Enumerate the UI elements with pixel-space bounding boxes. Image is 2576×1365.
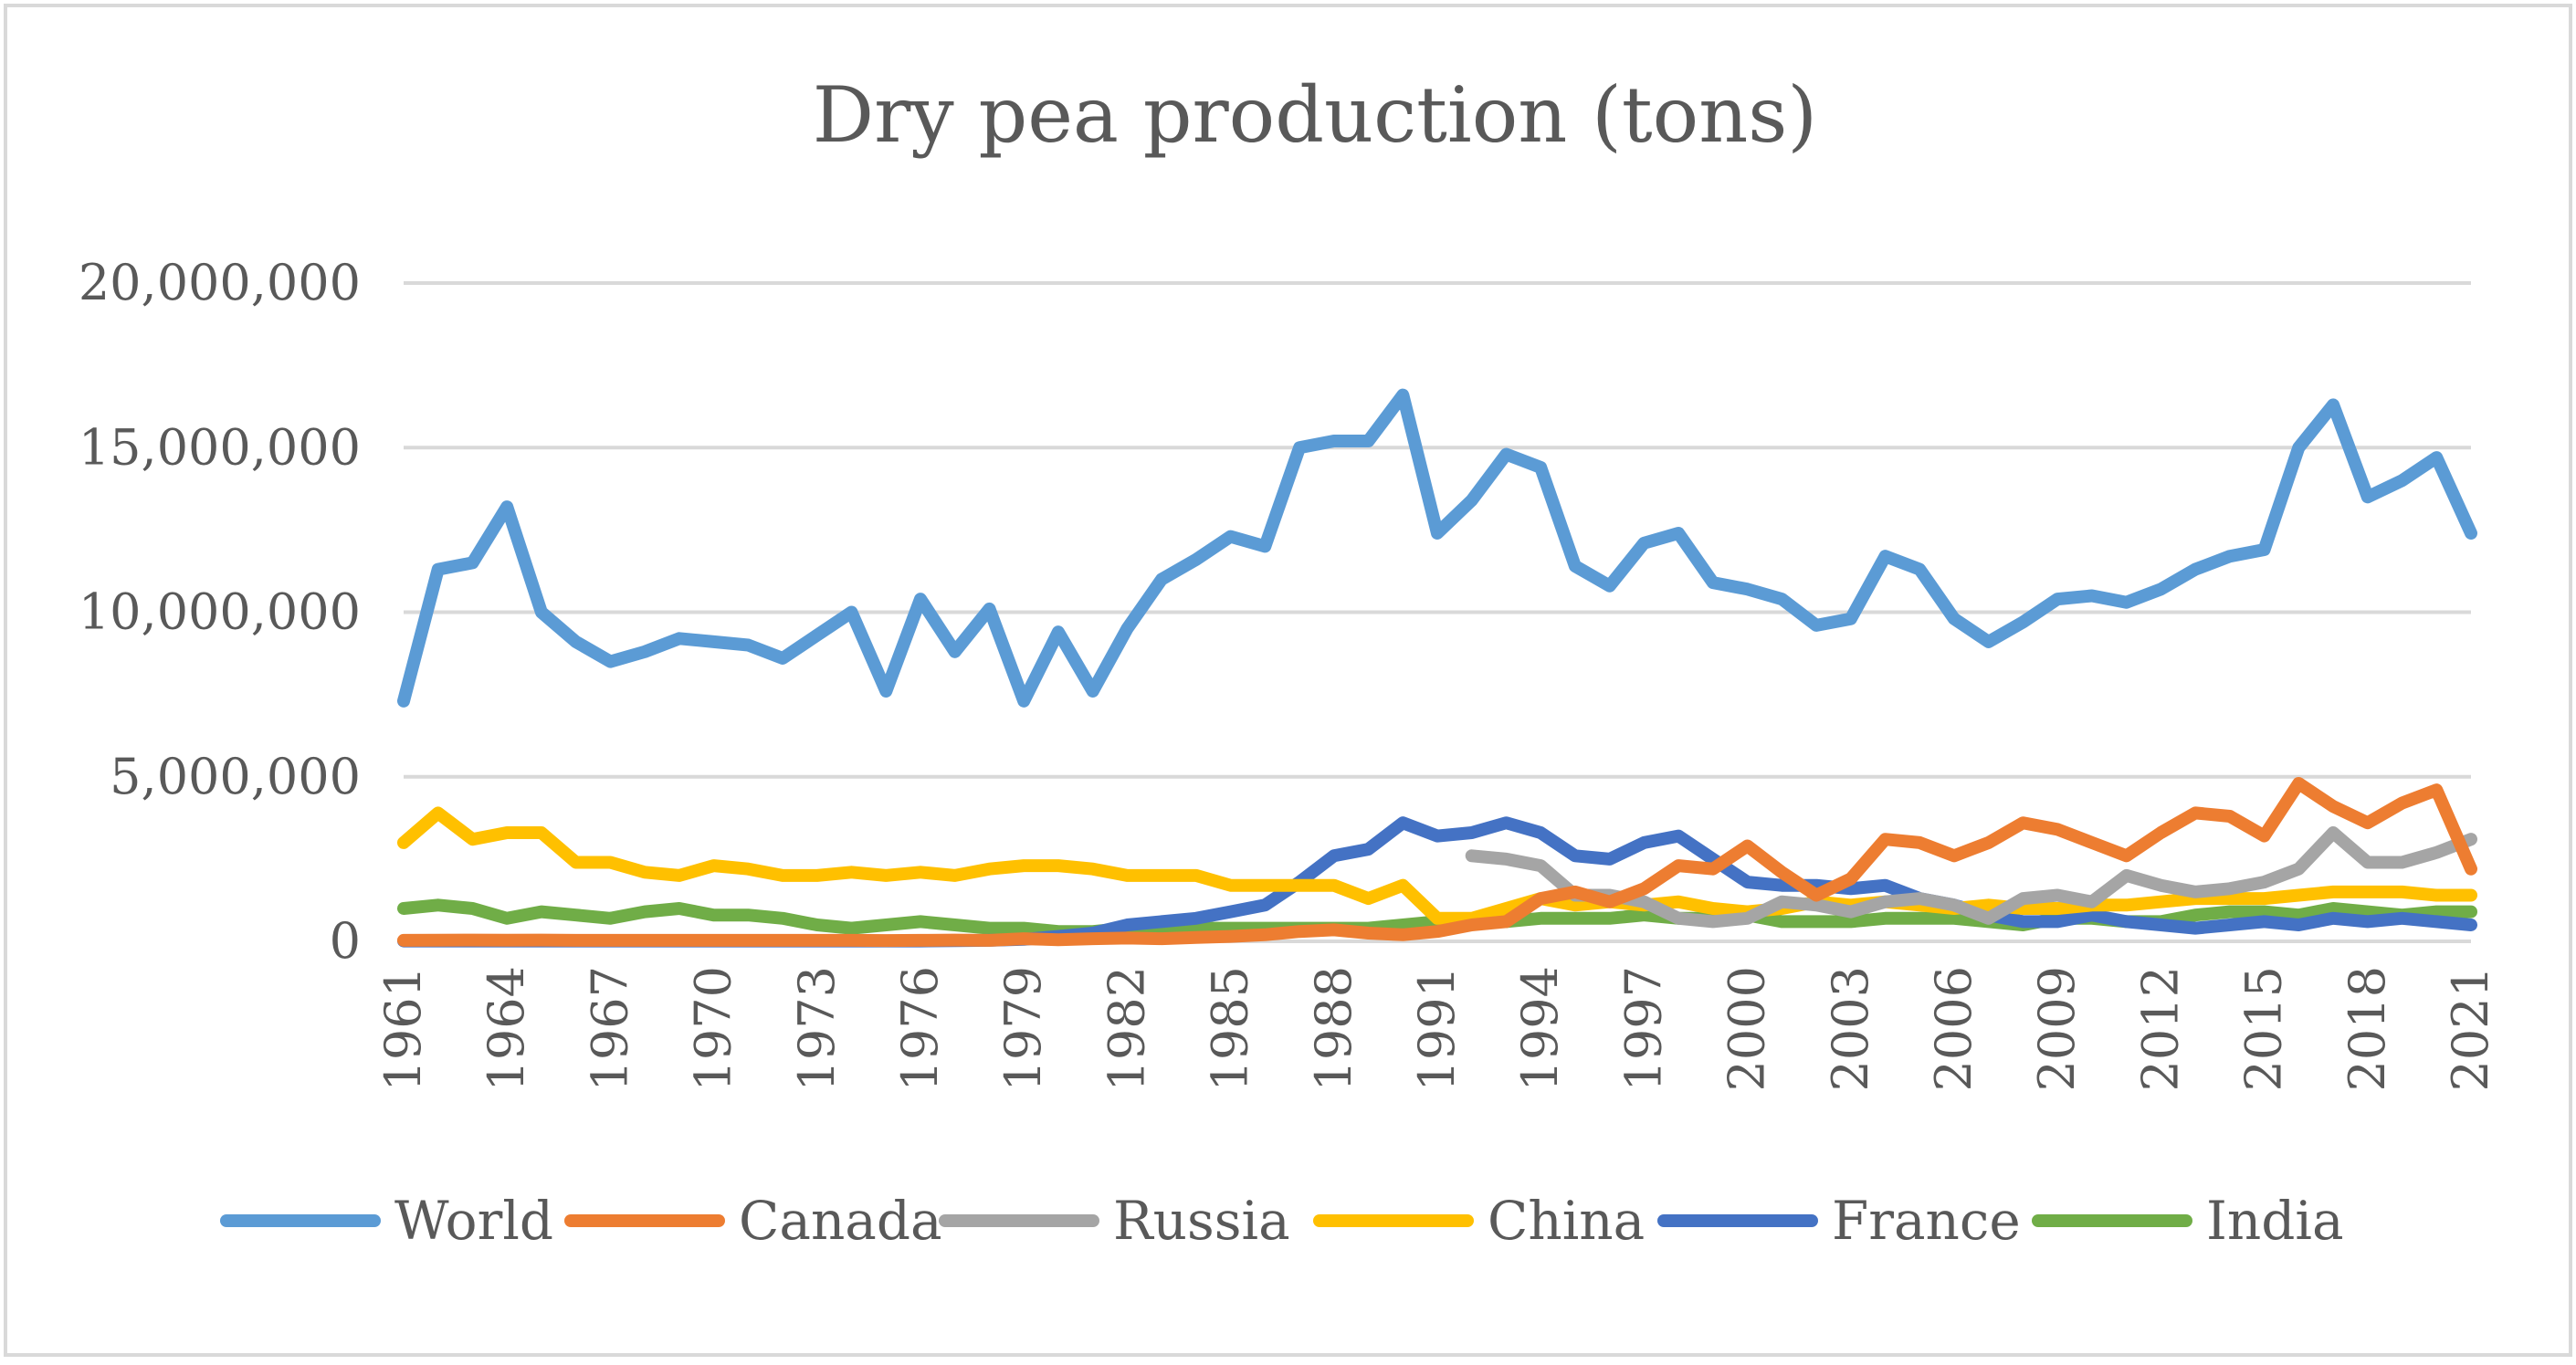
legend-label: China (1488, 1190, 1645, 1252)
chart-title: Dry pea production (tons) (813, 70, 1817, 160)
legend-item-china[interactable]: China (1313, 1190, 1645, 1252)
legend-item-canada[interactable]: Canada (564, 1190, 942, 1252)
series-line-canada (397, 777, 2477, 948)
y-tick-label: 20,000,000 (79, 254, 361, 311)
chart-border (4, 4, 2572, 1357)
x-tick-label: 2021 (2442, 966, 2499, 1091)
legend-label: Canada (739, 1190, 942, 1252)
x-tick-label: 1982 (1098, 966, 1155, 1091)
gridlines (404, 281, 2471, 943)
legend-item-world[interactable]: World (220, 1190, 553, 1252)
x-tick-label: 1991 (1408, 966, 1466, 1091)
x-tick-label: 1964 (478, 966, 535, 1091)
y-axis-tick-labels: 0 5,000,000 10,000,000 15,000,000 20,000,000 (79, 254, 361, 970)
x-tick-label: 1997 (1614, 966, 1672, 1091)
series-line-world (397, 388, 2477, 708)
series-line-china (397, 806, 2477, 925)
x-tick-label: 2000 (1719, 966, 1776, 1091)
x-tick-label: 2003 (1822, 966, 1879, 1091)
series-lines (397, 388, 2477, 948)
x-tick-label: 1970 (685, 966, 742, 1091)
x-tick-label: 1973 (788, 966, 846, 1091)
y-tick-label: 5,000,000 (110, 748, 361, 805)
legend[interactable]: World Canada Russia China France India (220, 1190, 2344, 1252)
x-tick-label: 1976 (891, 966, 949, 1091)
legend-item-france[interactable]: France (1657, 1190, 2021, 1252)
x-tick-label: 1961 (374, 966, 432, 1091)
x-axis-tick-labels: 1961 1964 1967 1970 1973 1976 1979 1982 1985 1988… (374, 966, 2499, 1091)
legend-label: India (2206, 1190, 2344, 1252)
x-tick-label: 1985 (1202, 966, 1259, 1091)
legend-item-russia[interactable]: Russia (939, 1190, 1290, 1252)
y-tick-label: 0 (330, 912, 361, 970)
x-tick-label: 1979 (994, 966, 1052, 1091)
x-tick-label: 1988 (1305, 966, 1362, 1091)
x-tick-label: 1994 (1511, 966, 1569, 1091)
x-tick-label: 2012 (2131, 966, 2189, 1091)
x-tick-label: 1967 (581, 966, 638, 1091)
x-tick-label: 2018 (2339, 966, 2396, 1091)
x-tick-label: 2015 (2235, 966, 2293, 1091)
x-tick-label: 2009 (2028, 966, 2086, 1091)
legend-label: World (394, 1190, 553, 1252)
legend-label: Russia (1113, 1190, 1290, 1252)
x-tick-label: 2006 (1925, 966, 1982, 1091)
series-line-russia (1465, 826, 2477, 929)
y-tick-label: 15,000,000 (79, 418, 361, 476)
legend-label: France (1832, 1190, 2021, 1252)
legend-item-india[interactable]: India (2032, 1190, 2344, 1252)
y-tick-label: 10,000,000 (79, 583, 361, 641)
